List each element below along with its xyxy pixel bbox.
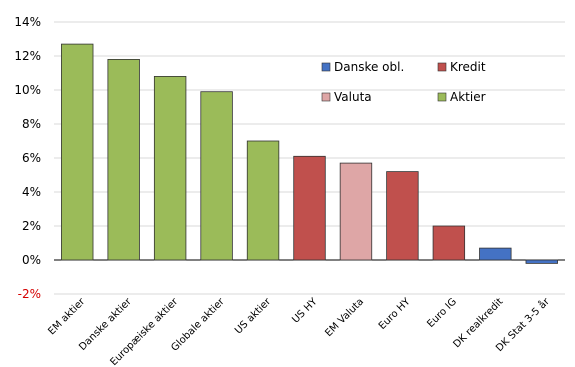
legend-label: Aktier bbox=[450, 90, 486, 104]
y-tick-label: 8% bbox=[22, 117, 41, 131]
bar bbox=[339, 162, 373, 261]
bar bbox=[386, 171, 419, 261]
x-tick-label: US HY bbox=[290, 296, 320, 326]
y-tick-label: -2% bbox=[18, 287, 41, 301]
bar bbox=[200, 91, 233, 261]
bar bbox=[432, 225, 466, 261]
bar bbox=[525, 259, 558, 264]
y-tick-label: 14% bbox=[14, 15, 41, 29]
bars bbox=[61, 43, 558, 264]
y-tick-label: 6% bbox=[22, 151, 41, 165]
legend: Danske obl. Kredit Valuta Aktier bbox=[321, 60, 486, 104]
legend-label: Danske obl. bbox=[334, 60, 404, 74]
y-tick-label: 12% bbox=[14, 49, 41, 63]
x-tick-label: EM aktier bbox=[46, 296, 88, 338]
legend-swatch bbox=[321, 92, 331, 102]
bar bbox=[293, 155, 326, 261]
bar bbox=[479, 247, 512, 261]
y-tick-label: 2% bbox=[22, 219, 41, 233]
legend-swatch bbox=[437, 92, 447, 102]
x-tick-label: Euro HY bbox=[377, 296, 413, 332]
y-axis-ticks: 14% 12% 10% 8% 6% 4% 2% 0% -2% bbox=[14, 15, 41, 301]
bar bbox=[246, 140, 280, 261]
x-tick-label: US aktier bbox=[233, 296, 274, 337]
bar bbox=[61, 43, 94, 261]
bar bbox=[153, 76, 187, 261]
x-tick-label: Euro IG bbox=[425, 296, 459, 330]
legend-swatch bbox=[321, 62, 331, 72]
y-tick-label: 4% bbox=[22, 185, 41, 199]
bar bbox=[107, 59, 140, 261]
legend-swatch bbox=[437, 62, 447, 72]
y-tick-label: 0% bbox=[22, 253, 41, 267]
y-tick-label: 10% bbox=[14, 83, 41, 97]
legend-label: Valuta bbox=[334, 90, 372, 104]
legend-label: Kredit bbox=[450, 60, 486, 74]
x-tick-label: EM Valuta bbox=[323, 296, 366, 339]
